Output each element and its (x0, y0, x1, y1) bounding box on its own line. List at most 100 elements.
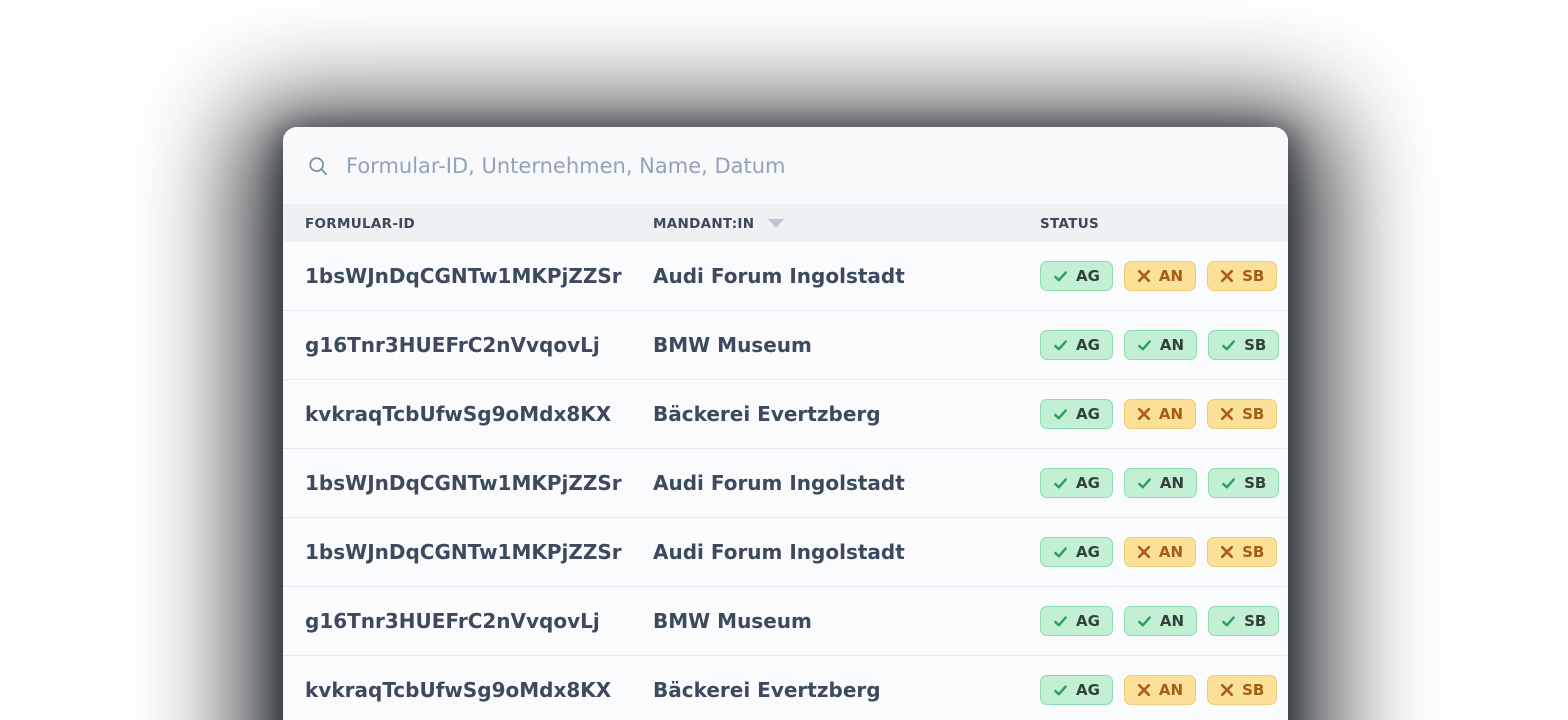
x-icon (1220, 407, 1234, 421)
status-badge-sb: SB (1208, 330, 1280, 360)
mandant-cell: Bäckerei Evertzberg (653, 402, 881, 426)
status-badge-label: AG (1076, 336, 1100, 354)
check-icon (1053, 269, 1068, 284)
status-badge-label: AN (1159, 336, 1185, 354)
check-icon (1137, 338, 1152, 353)
status-badge-label: SB (1244, 336, 1267, 354)
table-body: 1bsWJnDqCGNTw1MKPjZZSr Audi Forum Ingols… (283, 242, 1288, 720)
check-icon (1137, 614, 1152, 629)
status-badge-label: SB (1244, 612, 1267, 630)
status-cell: AG AN SB (1040, 675, 1278, 705)
status-badge-sb: SB (1207, 261, 1278, 291)
formular-id-cell: kvkraqTcbUfwSg9oMdx8KX (305, 678, 612, 702)
status-badge-sb: SB (1207, 675, 1278, 705)
formular-id-cell: g16Tnr3HUEFrC2nVvqovLj (305, 333, 600, 357)
table-row[interactable]: g16Tnr3HUEFrC2nVvqovLj BMW Museum AG AN … (283, 587, 1288, 656)
status-badge-an: AN (1123, 468, 1198, 498)
column-header-mandant[interactable]: MANDANT:IN (653, 216, 1040, 232)
status-badge-label: SB (1242, 543, 1265, 561)
status-badge-label: AN (1158, 543, 1184, 561)
column-label: STATUS (1040, 215, 1099, 232)
status-badge-an: AN (1123, 537, 1197, 567)
status-badge-sb: SB (1207, 537, 1278, 567)
status-badge-ag: AG (1040, 606, 1113, 636)
status-badge-an: AN (1123, 399, 1197, 429)
check-icon (1053, 614, 1068, 629)
status-badge-label: AG (1076, 474, 1100, 492)
table-header: FORMULAR-ID MANDANT:IN STATUS (283, 205, 1288, 242)
status-badge-label: AN (1159, 612, 1185, 630)
status-badge-label: AG (1076, 405, 1100, 423)
table-row[interactable]: kvkraqTcbUfwSg9oMdx8KX Bäckerei Evertzbe… (283, 380, 1288, 449)
status-badge-an: AN (1123, 675, 1197, 705)
formular-id-cell: g16Tnr3HUEFrC2nVvqovLj (305, 609, 600, 633)
table-row[interactable]: 1bsWJnDqCGNTw1MKPjZZSr Audi Forum Ingols… (283, 242, 1288, 311)
status-badge-label: AN (1158, 405, 1184, 423)
status-badge-ag: AG (1040, 261, 1113, 291)
status-cell: AG AN SB (1040, 330, 1280, 360)
formular-id-cell: 1bsWJnDqCGNTw1MKPjZZSr (305, 264, 622, 288)
status-badge-ag: AG (1040, 399, 1113, 429)
status-badge-an: AN (1123, 330, 1198, 360)
search-bar (283, 127, 1288, 205)
status-badge-sb: SB (1208, 606, 1280, 636)
check-icon (1137, 476, 1152, 491)
check-icon (1053, 338, 1068, 353)
search-input[interactable] (344, 152, 1264, 179)
mandant-cell: Audi Forum Ingolstadt (653, 471, 905, 495)
x-icon (1220, 545, 1234, 559)
status-badge-ag: AG (1040, 330, 1113, 360)
status-badge-label: AN (1159, 474, 1185, 492)
status-badge-label: SB (1242, 267, 1265, 285)
status-cell: AG AN SB (1040, 606, 1280, 636)
status-badge-label: SB (1242, 405, 1265, 423)
status-badge-label: AN (1158, 681, 1184, 699)
status-badge-an: AN (1123, 606, 1198, 636)
table-row[interactable]: g16Tnr3HUEFrC2nVvqovLj BMW Museum AG AN … (283, 311, 1288, 380)
search-icon (307, 155, 329, 177)
status-badge-ag: AG (1040, 675, 1113, 705)
status-badge-label: AN (1158, 267, 1184, 285)
status-cell: AG AN SB (1040, 537, 1278, 567)
status-cell: AG AN SB (1040, 261, 1278, 291)
status-badge-label: AG (1076, 681, 1100, 699)
status-badge-label: AG (1076, 543, 1100, 561)
table-row[interactable]: 1bsWJnDqCGNTw1MKPjZZSr Audi Forum Ingols… (283, 518, 1288, 587)
status-cell: AG AN SB (1040, 399, 1278, 429)
status-badge-sb: SB (1207, 399, 1278, 429)
check-icon (1221, 338, 1236, 353)
formular-id-cell: kvkraqTcbUfwSg9oMdx8KX (305, 402, 612, 426)
table-row[interactable]: 1bsWJnDqCGNTw1MKPjZZSr Audi Forum Ingols… (283, 449, 1288, 518)
sort-desc-icon (768, 219, 785, 228)
x-icon (1137, 545, 1151, 559)
column-header-formular-id[interactable]: FORMULAR-ID (305, 216, 653, 232)
check-icon (1221, 614, 1236, 629)
column-label: FORMULAR-ID (305, 215, 416, 232)
column-label: MANDANT:IN (653, 215, 755, 232)
x-icon (1220, 269, 1234, 283)
check-icon (1053, 476, 1068, 491)
formular-id-cell: 1bsWJnDqCGNTw1MKPjZZSr (305, 471, 622, 495)
mandant-cell: Bäckerei Evertzberg (653, 678, 881, 702)
x-icon (1137, 269, 1151, 283)
column-header-status[interactable]: STATUS (1040, 216, 1264, 232)
results-card: FORMULAR-ID MANDANT:IN STATUS 1bsWJnDqCG… (283, 127, 1288, 720)
status-badge-an: AN (1123, 261, 1197, 291)
mandant-cell: BMW Museum (653, 333, 812, 357)
check-icon (1053, 683, 1068, 698)
check-icon (1221, 476, 1236, 491)
mandant-cell: Audi Forum Ingolstadt (653, 264, 905, 288)
status-badge-label: AG (1076, 267, 1100, 285)
status-badge-label: AG (1076, 612, 1100, 630)
formular-id-cell: 1bsWJnDqCGNTw1MKPjZZSr (305, 540, 622, 564)
x-icon (1220, 683, 1234, 697)
status-badge-label: SB (1242, 681, 1265, 699)
x-icon (1137, 407, 1151, 421)
status-badge-ag: AG (1040, 537, 1113, 567)
x-icon (1137, 683, 1151, 697)
table-row[interactable]: kvkraqTcbUfwSg9oMdx8KX Bäckerei Evertzbe… (283, 656, 1288, 720)
status-cell: AG AN SB (1040, 468, 1280, 498)
status-badge-sb: SB (1208, 468, 1280, 498)
status-badge-ag: AG (1040, 468, 1113, 498)
mandant-cell: BMW Museum (653, 609, 812, 633)
